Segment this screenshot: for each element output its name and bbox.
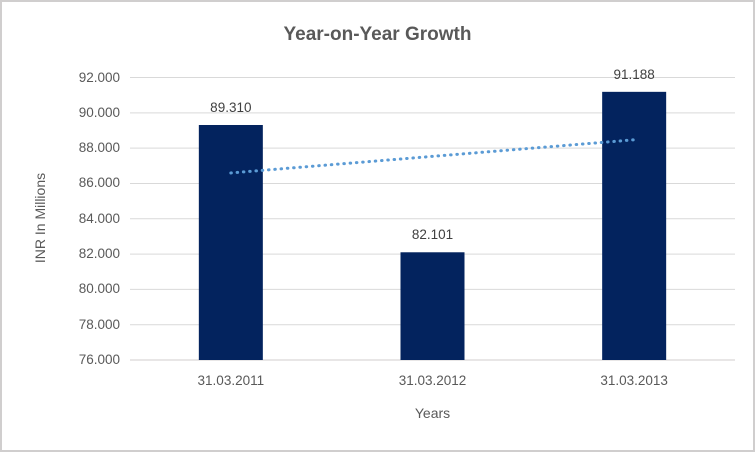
y-tick-label: 86.000	[78, 175, 120, 191]
y-tick-label: 88.000	[78, 140, 120, 156]
bar-value-label: 82.101	[411, 227, 454, 243]
y-tick-label: 82.000	[78, 246, 120, 262]
x-tick-label: 31.03.2011	[197, 373, 265, 388]
bar	[198, 124, 263, 360]
bar-value-label: 89.310	[210, 99, 252, 115]
x-tick-label: 31.03.2013	[600, 373, 668, 388]
trendline	[229, 138, 636, 175]
y-tick-label: 90.000	[78, 104, 120, 120]
bar	[602, 91, 667, 360]
bar	[400, 252, 465, 360]
y-tick-label: 78.000	[78, 316, 120, 332]
x-axis-title: Years	[414, 405, 451, 421]
y-tick-label: 76.000	[78, 352, 120, 367]
chart-title: Year-on-Year Growth	[283, 24, 472, 45]
y-tick-label: 80.000	[78, 281, 120, 297]
y-tick-label: 84.000	[78, 210, 120, 226]
y-tick-label: 92.000	[78, 69, 120, 85]
bar-value-label: 91.188	[613, 66, 655, 82]
x-tick-label: 31.03.2012	[398, 373, 467, 388]
